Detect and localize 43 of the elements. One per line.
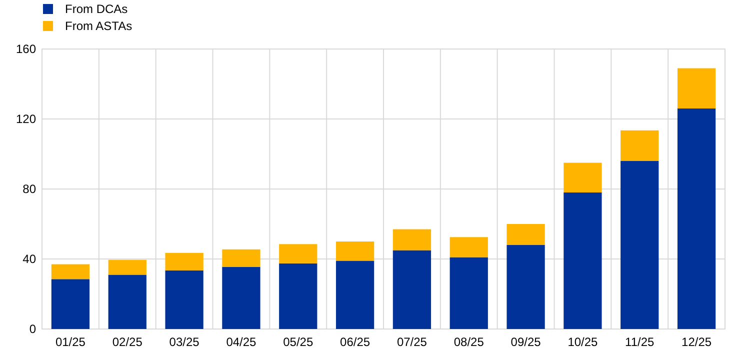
x-tick-label: 07/25 [396,335,428,349]
bar [620,161,659,329]
x-tick-label: 04/25 [226,335,257,349]
y-tick-label: 160 [16,42,36,56]
x-tick-label: 08/25 [454,335,484,349]
x-tick-label: 09/25 [510,335,542,349]
bar [165,270,204,329]
bar [108,274,146,329]
x-tick-label: 06/25 [340,335,370,349]
bar [392,250,432,329]
legend-label: From ASTAs [65,19,132,34]
bar [336,242,374,261]
legend-label: From DCAs [65,2,128,16]
x-tick-label: 05/25 [283,335,314,349]
bar [677,68,716,108]
x-tick-label: 01/25 [55,335,86,349]
y-tick-label: 120 [16,112,36,126]
bar [506,245,545,329]
bar [279,263,318,329]
bar [336,260,374,329]
x-tick-label: 12/25 [682,335,712,349]
bar [222,249,260,267]
x-tick-label: 11/25 [625,335,655,349]
bar [506,224,545,245]
bar [450,237,488,258]
bar [392,229,432,250]
bar [564,162,602,192]
bar [450,257,488,329]
bar [108,260,146,275]
y-tick-label: 0 [29,322,36,336]
bar [677,108,716,329]
bar [51,279,90,329]
x-tick-label: 03/25 [169,335,200,349]
x-tick-label: 10/25 [568,335,598,349]
bar [620,130,659,161]
bar [564,192,602,329]
x-tick-label: 02/25 [112,335,143,349]
bar [222,266,260,329]
y-tick-label: 80 [22,182,36,196]
bar [165,252,204,270]
bar [51,264,90,280]
bar [279,244,318,264]
y-tick-label: 40 [22,252,36,266]
